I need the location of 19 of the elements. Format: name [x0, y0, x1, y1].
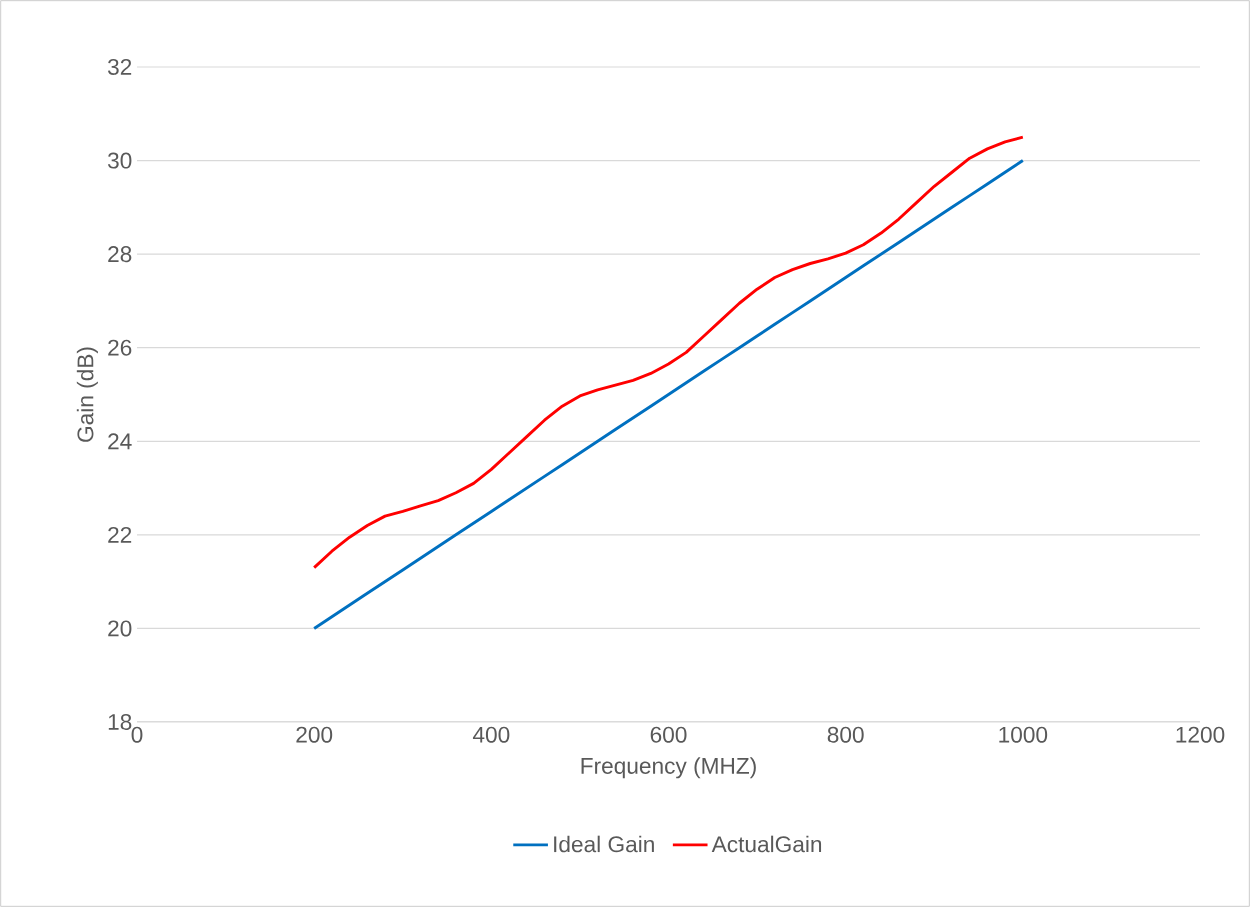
legend-label: ActualGain	[711, 835, 822, 853]
y-tick-label: 18	[108, 713, 132, 731]
legend-label: Ideal Gain	[554, 835, 654, 853]
x-tick-label: 600	[650, 726, 687, 743]
y-tick-label: 28	[108, 246, 132, 263]
y-axis-title: Gain (dB)	[76, 347, 98, 442]
x-tick-label: 0	[131, 726, 143, 743]
x-tick-label: 1200	[1176, 726, 1225, 743]
x-tick-label: 1000	[999, 726, 1048, 743]
x-tick-label: 200	[296, 726, 333, 743]
x-tick-label: 800	[827, 726, 864, 743]
y-tick-label: 24	[108, 433, 132, 450]
x-tick-label: 400	[472, 726, 510, 743]
y-tick-label: 20	[108, 620, 132, 637]
y-tick-label: 22	[108, 526, 132, 543]
x-axis-title: Frequency (MHZ)	[581, 757, 756, 779]
y-tick-label: 32	[107, 58, 132, 76]
y-tick-label: 30	[107, 152, 132, 169]
y-tick-label: 26	[108, 339, 132, 356]
